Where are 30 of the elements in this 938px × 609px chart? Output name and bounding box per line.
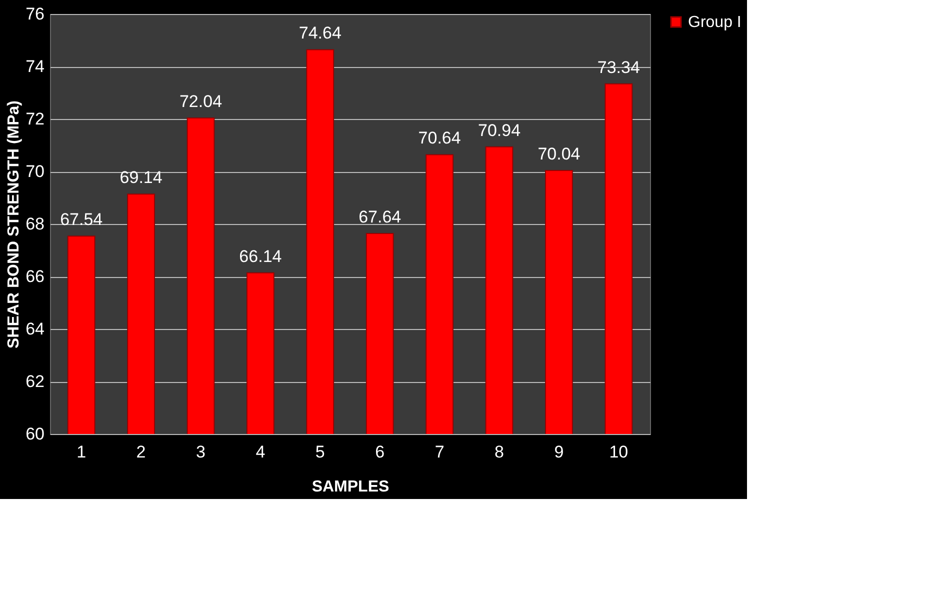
y-tick-label: 62 [26,372,44,391]
x-tick-label: 7 [434,442,444,462]
x-tick-label: 5 [315,442,325,462]
x-axis-title: SAMPLES [312,478,390,496]
data-label: 74.64 [298,24,342,43]
y-tick-label: 70 [26,162,44,181]
data-label: 67.64 [358,207,402,226]
data-label: 66.14 [239,246,282,266]
y-tick-label: 76 [26,4,44,24]
x-tick-label: 3 [196,442,206,462]
data-label: 70.94 [478,120,521,140]
x-tick-label: 6 [375,442,385,462]
y-tick-label: 60 [26,424,44,444]
y-tick-label: 74 [26,57,44,76]
data-label: 70.64 [418,128,461,148]
y-tick-label: 66 [26,267,44,286]
x-tick-label: 9 [554,442,564,462]
x-tick-label: 4 [256,442,266,462]
y-tick-label: 64 [26,320,44,338]
x-tick-label: 8 [494,442,504,462]
data-label: 72.04 [179,92,222,111]
y-tick-label: 68 [26,214,44,234]
x-tick-label: 10 [609,442,628,462]
x-tick-label: 1 [76,442,86,462]
x-tick-label: 2 [136,442,146,462]
data-label: 70.04 [538,144,580,164]
data-label: 69.14 [120,168,162,188]
legend-label: Group I [688,14,742,31]
y-axis-title: SHEAR BOND STRENGTH (MPa) [6,100,23,349]
y-tick-label: 72 [26,110,44,128]
